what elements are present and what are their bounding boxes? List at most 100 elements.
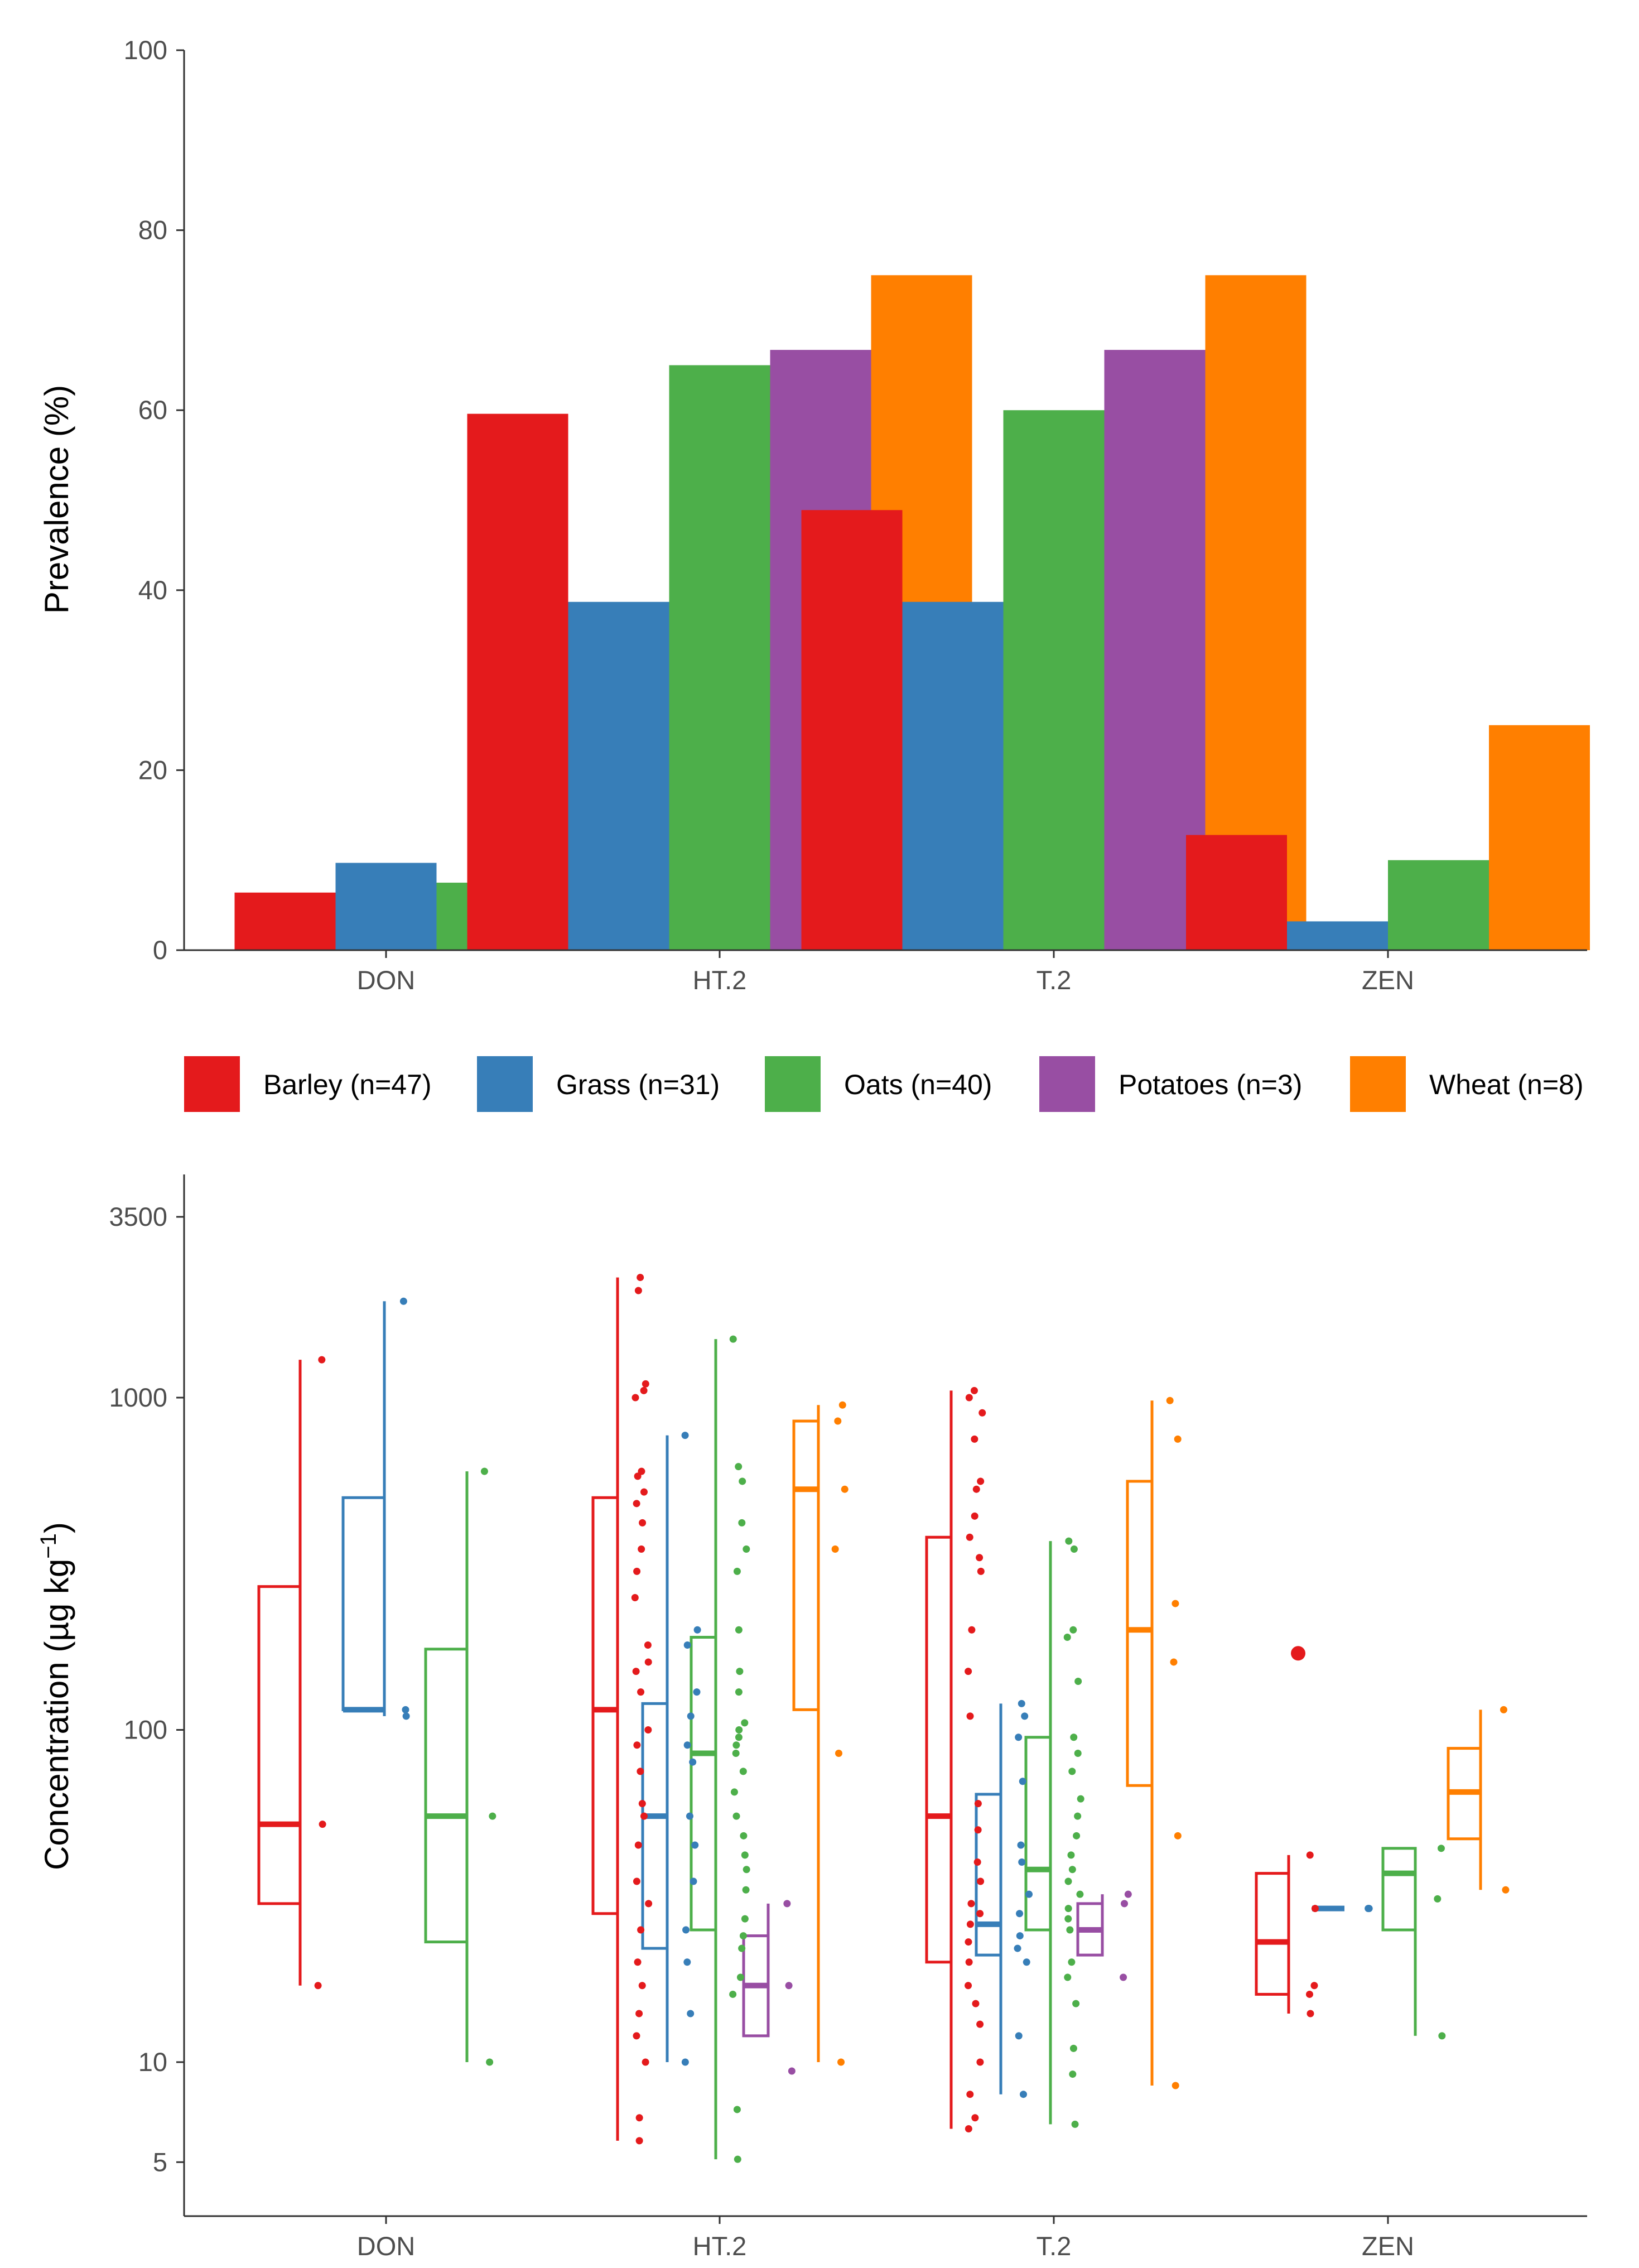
legend: Barley (n=47) Grass (n=31) Oats (n=40) Pota…: [184, 1056, 1584, 1112]
concentration-x-tick-label-don: DON: [357, 2231, 415, 2261]
legend-item-potatoes: Potatoes (n=3): [1039, 1056, 1302, 1112]
point-t-2-barley-26: [966, 2091, 974, 2098]
point-t-2-grass-7: [1016, 1910, 1024, 1918]
point-t-2-oats-2: [1069, 1626, 1077, 1634]
points-t-2-wheat: [1166, 1397, 1182, 2089]
point-ht-2-oats-15: [730, 1788, 738, 1796]
point-t-2-barley-5: [972, 1485, 980, 1493]
point-ht-2-grass-3: [693, 1688, 701, 1696]
point-t-2-barley-1: [965, 1394, 973, 1402]
point-ht-2-grass-5: [683, 1741, 691, 1749]
point-ht-2-grass-2: [683, 1641, 691, 1649]
point-t-2-potatoes-0: [1124, 1890, 1132, 1898]
point-ht-2-oats-10: [735, 1726, 743, 1733]
legend-swatch-oats: [765, 1056, 821, 1112]
point-ht-2-barley-11: [633, 1567, 641, 1575]
concentration-y-tick-label-1000: 1000: [109, 1383, 167, 1412]
point-t-2-grass-4: [1017, 1841, 1025, 1849]
point-t-2-grass-12: [1019, 2091, 1027, 2098]
concentration-y-tick-label-10: 10: [138, 2047, 167, 2077]
points-ht-2-oats: [729, 1335, 750, 2163]
point-t-2-barley-10: [968, 1626, 976, 1634]
bar-zen-barley: [1186, 835, 1287, 950]
concentration-y-tick-label-100: 100: [124, 1715, 167, 1745]
bar-don-barley: [234, 892, 336, 950]
point-ht-2-oats-4: [743, 1545, 750, 1553]
point-t-2-wheat-5: [1172, 2082, 1179, 2089]
prevalence-y-tick-label-20: 20: [138, 755, 167, 784]
box-zen-barley: [1255, 1855, 1290, 2014]
bar-t-2-oats: [1003, 410, 1105, 950]
box-don-barley: [257, 1360, 302, 1986]
point-t-2-oats-21: [1069, 2044, 1077, 2052]
prevalence-y-tick-label-60: 60: [138, 395, 167, 425]
point-ht-2-grass-6: [689, 1758, 697, 1766]
point-t-2-wheat-4: [1174, 1832, 1182, 1840]
point-ht-2-oats-18: [741, 1851, 749, 1859]
point-ht-2-grass-8: [691, 1841, 699, 1849]
point-ht-2-barley-15: [632, 1668, 640, 1675]
bar-zen-grass: [1287, 921, 1388, 950]
concentration-x-tick-label-ht-2: HT.2: [693, 2231, 747, 2261]
concentration-y-tick-label-5: 5: [153, 2147, 167, 2176]
prevalence-y-tick-label-100: 100: [124, 35, 167, 65]
bar-ht-2-oats: [669, 365, 770, 950]
prevalence-y-tick-label-0: 0: [153, 935, 167, 965]
point-t-2-barley-16: [977, 1877, 985, 1885]
point-ht-2-oats-27: [734, 2155, 741, 2163]
point-ht-2-barley-12: [631, 1594, 639, 1602]
point-zen-oats-0: [1437, 1845, 1445, 1852]
points-t-2-potatoes: [1120, 1890, 1132, 1981]
prevalence-x-tick-label-ht-2: HT.2: [693, 965, 747, 995]
point-t-2-oats-12: [1068, 1866, 1076, 1874]
iqr-don-barley: [257, 1585, 302, 1905]
point-ht-2-barley-9: [639, 1519, 647, 1527]
point-don-barley-2: [314, 1982, 322, 1990]
point-ht-2-barley-13: [644, 1641, 652, 1649]
point-zen-wheat-0: [1500, 1706, 1507, 1713]
point-t-2-barley-3: [971, 1435, 978, 1443]
point-t-2-grass-5: [1018, 1858, 1026, 1866]
point-ht-2-oats-24: [736, 1973, 744, 1981]
point-ht-2-barley-14: [644, 1658, 652, 1666]
point-t-2-barley-22: [965, 1982, 972, 1990]
bar-zen-wheat: [1489, 725, 1590, 950]
point-t-2-grass-0: [1018, 1699, 1025, 1707]
box-ht-2-wheat: [792, 1405, 820, 2062]
concentration-x-tick-label-zen: ZEN: [1362, 2231, 1414, 2261]
legend-item-barley: Barley (n=47): [184, 1056, 432, 1112]
point-t-2-oats-16: [1064, 1915, 1072, 1923]
point-ht-2-oats-19: [743, 1866, 750, 1874]
legend-item-oats: Oats (n=40): [765, 1056, 992, 1112]
point-ht-2-barley-2: [642, 1380, 649, 1388]
point-ht-2-grass-9: [690, 1877, 697, 1885]
concentration-x-tick-label-t-2: T.2: [1037, 2231, 1072, 2261]
point-t-2-barley-27: [971, 2114, 979, 2122]
point-ht-2-potatoes-2: [788, 2067, 796, 2075]
prevalence-y-tick-label-40: 40: [138, 575, 167, 605]
point-ht-2-barley-3: [640, 1386, 648, 1394]
point-don-grass-0: [399, 1297, 407, 1305]
point-t-2-barley-15: [973, 1858, 981, 1866]
concentration-marks: [257, 1274, 1510, 2163]
point-ht-2-barley-20: [638, 1800, 646, 1808]
prevalence-y-tick-label-80: 80: [138, 215, 167, 245]
point-t-2-barley-25: [976, 2058, 984, 2066]
point-ht-2-oats-12: [732, 1741, 740, 1749]
point-t-2-grass-11: [1015, 2032, 1023, 2040]
point-ht-2-wheat-1: [834, 1417, 842, 1425]
point-ht-2-barley-10: [638, 1545, 645, 1553]
legend-swatch-potatoes: [1039, 1056, 1095, 1112]
iqr-don-oats: [424, 1648, 469, 1944]
prevalence-x-tick-label-t-2: T.2: [1037, 965, 1072, 995]
iqr-ht-2-grass: [641, 1702, 669, 1950]
point-t-2-oats-14: [1076, 1890, 1084, 1898]
point-ht-2-oats-23: [738, 1944, 746, 1952]
point-ht-2-barley-29: [633, 2032, 640, 2040]
point-t-2-wheat-2: [1172, 1600, 1179, 1607]
point-t-2-grass-8: [1016, 1932, 1024, 1940]
points-zen-barley: [1305, 1851, 1319, 2017]
point-ht-2-barley-7: [640, 1488, 648, 1496]
point-ht-2-barley-0: [637, 1274, 644, 1282]
